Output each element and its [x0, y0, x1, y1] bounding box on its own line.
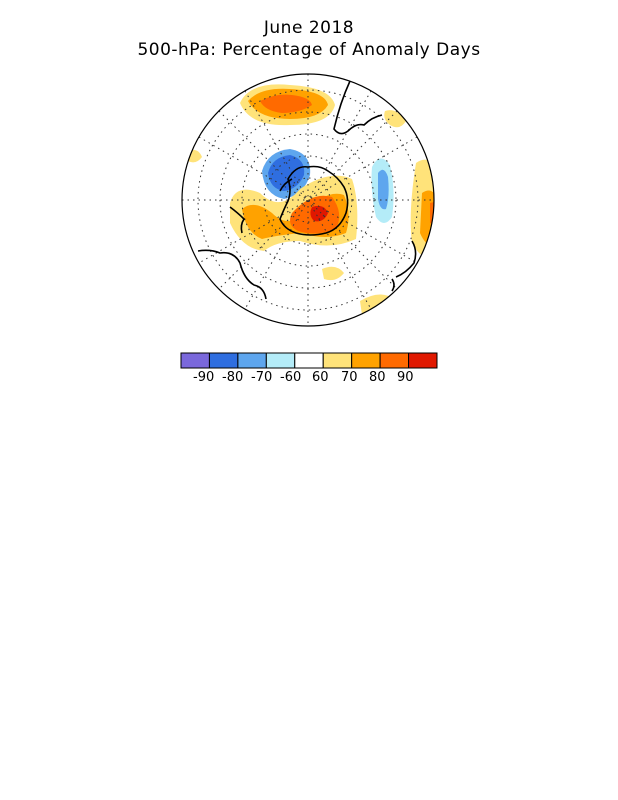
colorbar-swatch	[265, 352, 296, 369]
colorbar-swatch	[208, 352, 239, 369]
negative-anomaly-region	[378, 169, 389, 210]
colorbar-label: -60	[280, 370, 302, 385]
colorbar-label: 70	[341, 370, 358, 385]
map-boundary	[181, 73, 435, 327]
colorbar-swatch	[180, 352, 210, 369]
positive-anomaly-region	[322, 266, 344, 281]
map-subtitle: 500-hPa: Percentage of Anomaly Days	[137, 40, 481, 60]
colorbar-label: 80	[369, 370, 386, 385]
graticule	[182, 74, 434, 326]
colorbar-label: 60	[312, 370, 329, 385]
colorbar-label: -90	[193, 370, 215, 385]
colorbar-swatch	[408, 352, 438, 369]
colorbar-swatch	[237, 352, 267, 369]
colorbar-label: 90	[397, 370, 414, 385]
colorbar-swatch	[322, 352, 353, 369]
colorbar-label: -80	[222, 370, 244, 385]
colorbar-swatch	[379, 352, 410, 369]
polar-map	[181, 73, 435, 327]
anomaly-shading	[182, 74, 434, 326]
colorbar-swatch	[351, 352, 381, 369]
colorbar	[180, 352, 438, 369]
positive-anomaly-region	[260, 94, 312, 113]
positive-anomaly-region	[384, 110, 406, 128]
positive-anomaly-region	[310, 205, 328, 222]
colorbar-label: -70	[251, 370, 273, 385]
colorbar-swatch	[294, 352, 324, 369]
map-title: June 2018	[263, 18, 355, 38]
coastlines	[197, 80, 417, 300]
